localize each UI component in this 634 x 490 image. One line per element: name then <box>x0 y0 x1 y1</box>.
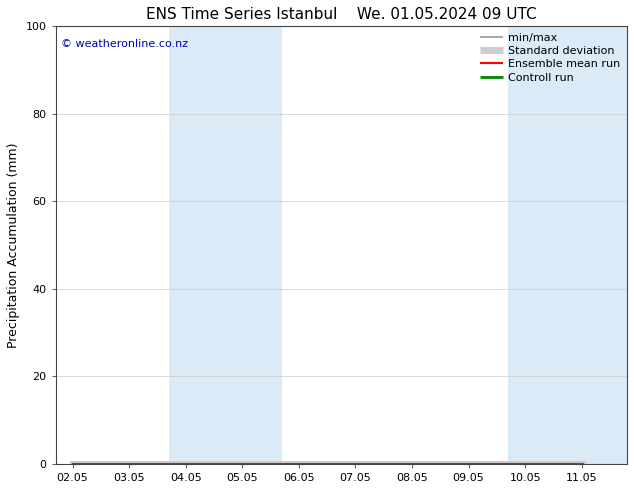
Text: © weatheronline.co.nz: © weatheronline.co.nz <box>61 39 188 49</box>
Y-axis label: Precipitation Accumulation (mm): Precipitation Accumulation (mm) <box>7 142 20 348</box>
Title: ENS Time Series Istanbul    We. 01.05.2024 09 UTC: ENS Time Series Istanbul We. 01.05.2024 … <box>146 7 536 22</box>
Legend: min/max, Standard deviation, Ensemble mean run, Controll run: min/max, Standard deviation, Ensemble me… <box>476 28 625 87</box>
Bar <box>508 26 627 464</box>
Bar <box>169 26 282 464</box>
